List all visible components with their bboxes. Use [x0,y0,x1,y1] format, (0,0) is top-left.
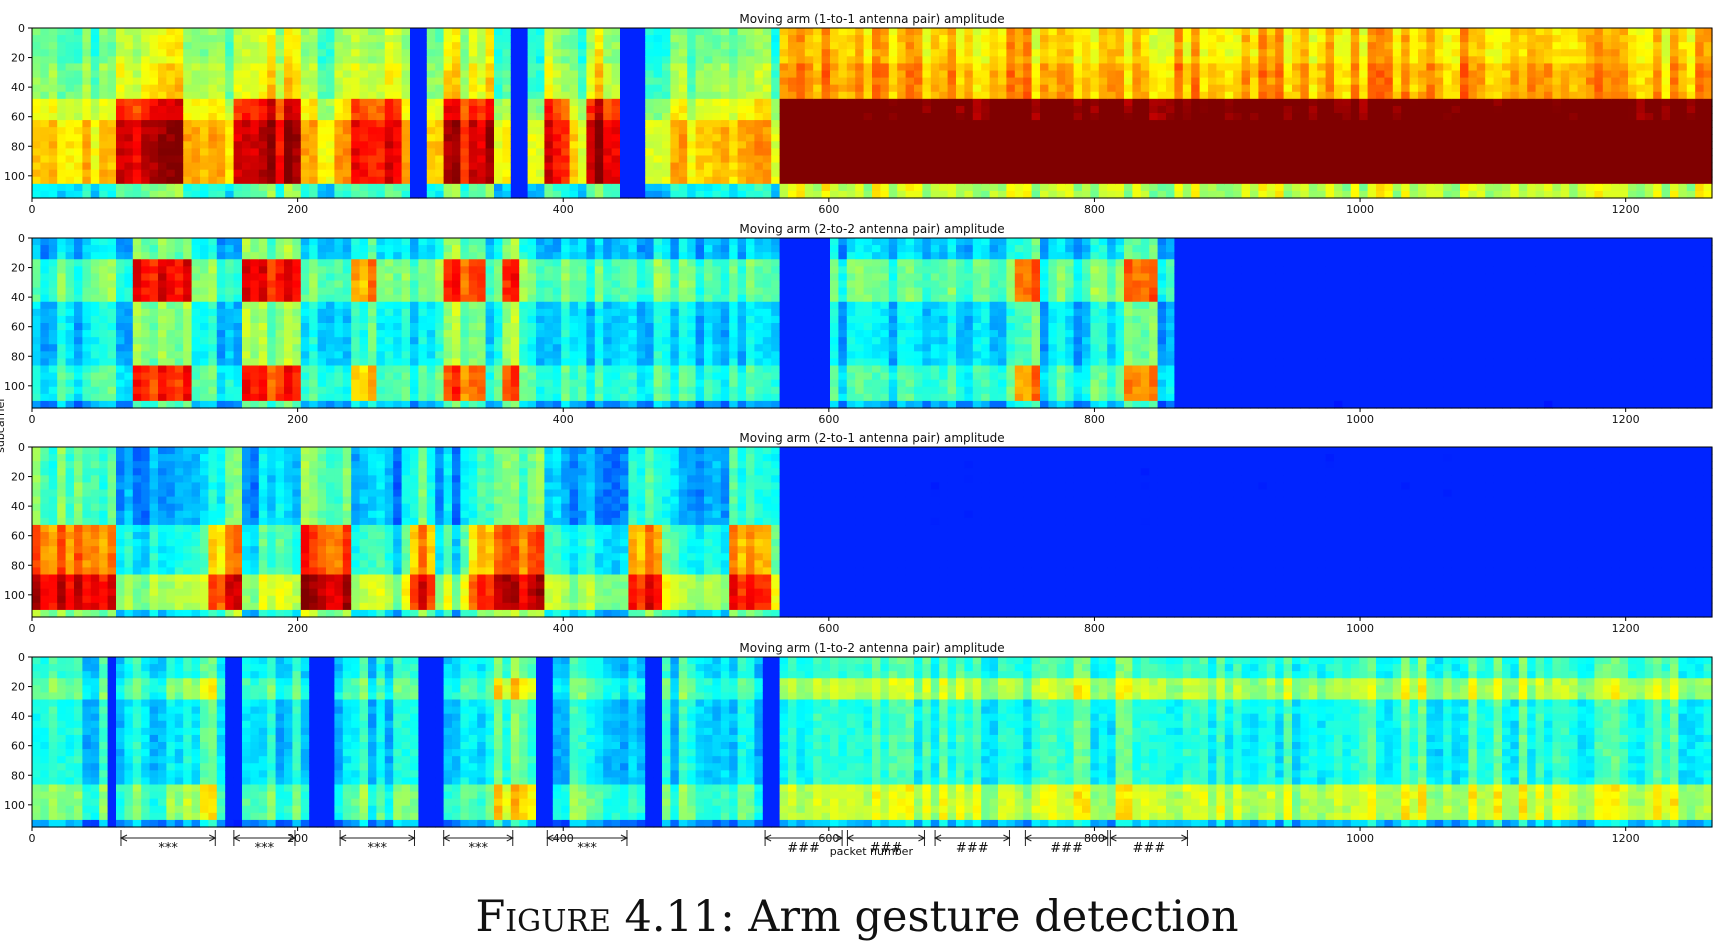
x-tick-label: 400 [553,622,574,635]
spectrogram-panel-3: Moving arm (2-to-1 antenna pair) amplitu… [4,431,1713,635]
x-tick-label: 1200 [1612,413,1640,426]
x-tick-label: 1200 [1612,622,1640,635]
gesture-marker-label: ### [1133,841,1166,856]
gesture-marker-label: *** [368,841,388,856]
heatmap-cells [32,28,1713,199]
gesture-marker: *** [234,830,295,856]
y-tick-label: 100 [4,799,25,812]
x-tick-label: 1000 [1346,622,1374,635]
x-tick-label: 0 [29,203,36,216]
y-tick-label: 60 [11,111,25,124]
y-tick-label: 0 [18,651,25,664]
panel-title: Moving arm (1-to-2 antenna pair) amplitu… [739,641,1004,655]
x-tick-label: 600 [818,413,839,426]
y-tick-label: 0 [18,232,25,245]
x-tick-label: 1000 [1346,413,1374,426]
x-tick-label: 0 [29,622,36,635]
panel-title: Moving arm (2-to-2 antenna pair) amplitu… [739,222,1004,236]
x-tick-label: 1200 [1612,832,1640,845]
x-tick-label: 800 [1084,203,1105,216]
y-tick-label: 60 [11,321,25,334]
gesture-marker: *** [444,830,513,856]
y-tick-label: 100 [4,380,25,393]
gesture-marker: ### [1110,830,1187,856]
y-tick-label: 0 [18,22,25,35]
y-tick-label: 60 [11,740,25,753]
y-tick-label: 100 [4,589,25,602]
gesture-marker-label: ### [870,841,903,856]
gesture-marker: ### [935,830,1009,856]
y-tick-label: 20 [11,681,25,694]
y-tick-label: 20 [11,52,25,65]
y-tick-label: 20 [11,262,25,275]
x-tick-label: 1200 [1612,203,1640,216]
x-tick-label: 400 [553,203,574,216]
panel-title: Moving arm (1-to-1 antenna pair) amplitu… [739,12,1004,26]
arm-gesture-figure: Moving arm (1-to-1 antenna pair) amplitu… [0,0,1714,895]
gesture-marker: *** [121,830,215,856]
y-tick-label: 100 [4,170,25,183]
y-tick-label: 60 [11,530,25,543]
x-tick-label: 600 [818,203,839,216]
y-tick-label: 40 [11,500,25,513]
x-tick-label: 400 [553,413,574,426]
caption-text: 4.11: Arm gesture detection [611,892,1239,942]
spectrogram-panel-4: Moving arm (1-to-2 antenna pair) amplitu… [4,641,1713,858]
y-tick-label: 80 [11,559,25,572]
gesture-marker-label: ### [956,841,989,856]
x-tick-label: 800 [1084,622,1105,635]
x-tick-label: 600 [818,622,839,635]
gesture-marker-label: ### [787,841,820,856]
x-tick-label: 1000 [1346,832,1374,845]
x-tick-label: 800 [1084,413,1105,426]
heatmap-cells [32,238,1713,409]
gesture-marker-label: *** [158,841,178,856]
y-tick-label: 40 [11,81,25,94]
x-tick-label: 0 [29,832,36,845]
caption-figure-word: Figure [475,892,610,942]
x-tick-label: 0 [29,413,36,426]
y-tick-label: 40 [11,291,25,304]
gesture-marker-label: *** [255,841,275,856]
x-tick-label: 200 [287,622,308,635]
y-axis-label: subcarrier [0,397,7,453]
y-tick-label: 80 [11,140,25,153]
gesture-marker-label: *** [577,841,597,856]
y-tick-label: 40 [11,710,25,723]
gesture-marker: *** [340,830,414,856]
y-tick-label: 80 [11,769,25,782]
spectrogram-panel-2: Moving arm (2-to-2 antenna pair) amplitu… [4,222,1713,426]
panel-title: Moving arm (2-to-1 antenna pair) amplitu… [739,431,1004,445]
spectrogram-panel-1: Moving arm (1-to-1 antenna pair) amplitu… [4,12,1713,216]
gesture-marker-label: *** [468,841,488,856]
figure-caption: Figure 4.11: Arm gesture detection [0,896,1714,939]
heatmap-cells [32,447,1713,618]
y-tick-label: 80 [11,350,25,363]
heatmap-cells [32,657,1713,828]
x-tick-label: 1000 [1346,203,1374,216]
x-tick-label: 200 [287,203,308,216]
x-tick-label: 200 [287,413,308,426]
y-tick-label: 0 [18,441,25,454]
gesture-marker-label: ### [1050,841,1083,856]
y-tick-label: 20 [11,471,25,484]
